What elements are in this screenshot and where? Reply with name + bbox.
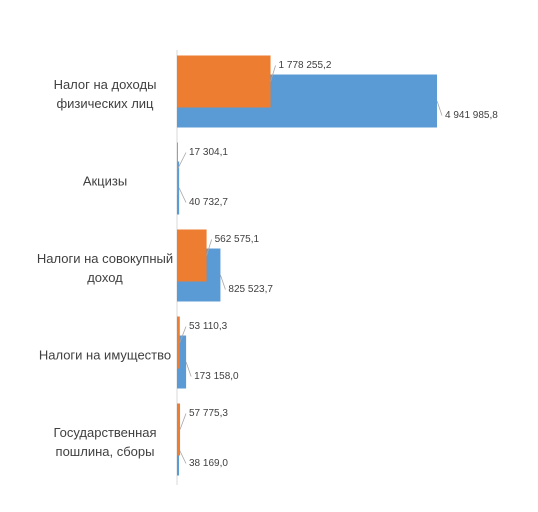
category-label: Налог на доходы физических лиц <box>53 76 157 111</box>
bar <box>177 335 187 389</box>
leader-line <box>179 326 187 343</box>
leader-line <box>206 239 212 256</box>
bar <box>177 229 207 282</box>
bar <box>177 161 180 215</box>
value-label: 562 575,1 <box>215 234 260 245</box>
value-label: 53 110,3 <box>189 321 228 332</box>
leader-line <box>179 413 187 430</box>
value-label: 4 941 985,8 <box>445 110 498 121</box>
value-label: 1 778 255,2 <box>279 60 332 71</box>
leader-line <box>436 100 443 116</box>
value-label: 17 304,1 <box>189 147 228 158</box>
leader-line <box>270 65 276 82</box>
value-label: 40 732,7 <box>189 197 228 208</box>
category-label: Государственная пошлина, сборы <box>53 424 157 459</box>
value-label: 173 158,0 <box>194 371 239 382</box>
bar <box>177 55 271 108</box>
leader-line <box>220 274 226 290</box>
leader-line <box>178 187 187 203</box>
bar <box>177 403 181 456</box>
leader-line <box>178 448 187 464</box>
value-label: 57 775,3 <box>189 408 228 419</box>
leader-line <box>177 152 187 169</box>
bar <box>177 316 180 369</box>
value-label: 38 169,0 <box>189 458 228 469</box>
bar <box>177 142 178 195</box>
category-label: Налоги на совокупный доход <box>36 250 174 285</box>
value-label: 825 523,7 <box>228 284 273 295</box>
category-label: Акцизы <box>82 173 128 188</box>
leader-line <box>185 361 192 377</box>
category-label: Налоги на имущество <box>38 347 172 362</box>
